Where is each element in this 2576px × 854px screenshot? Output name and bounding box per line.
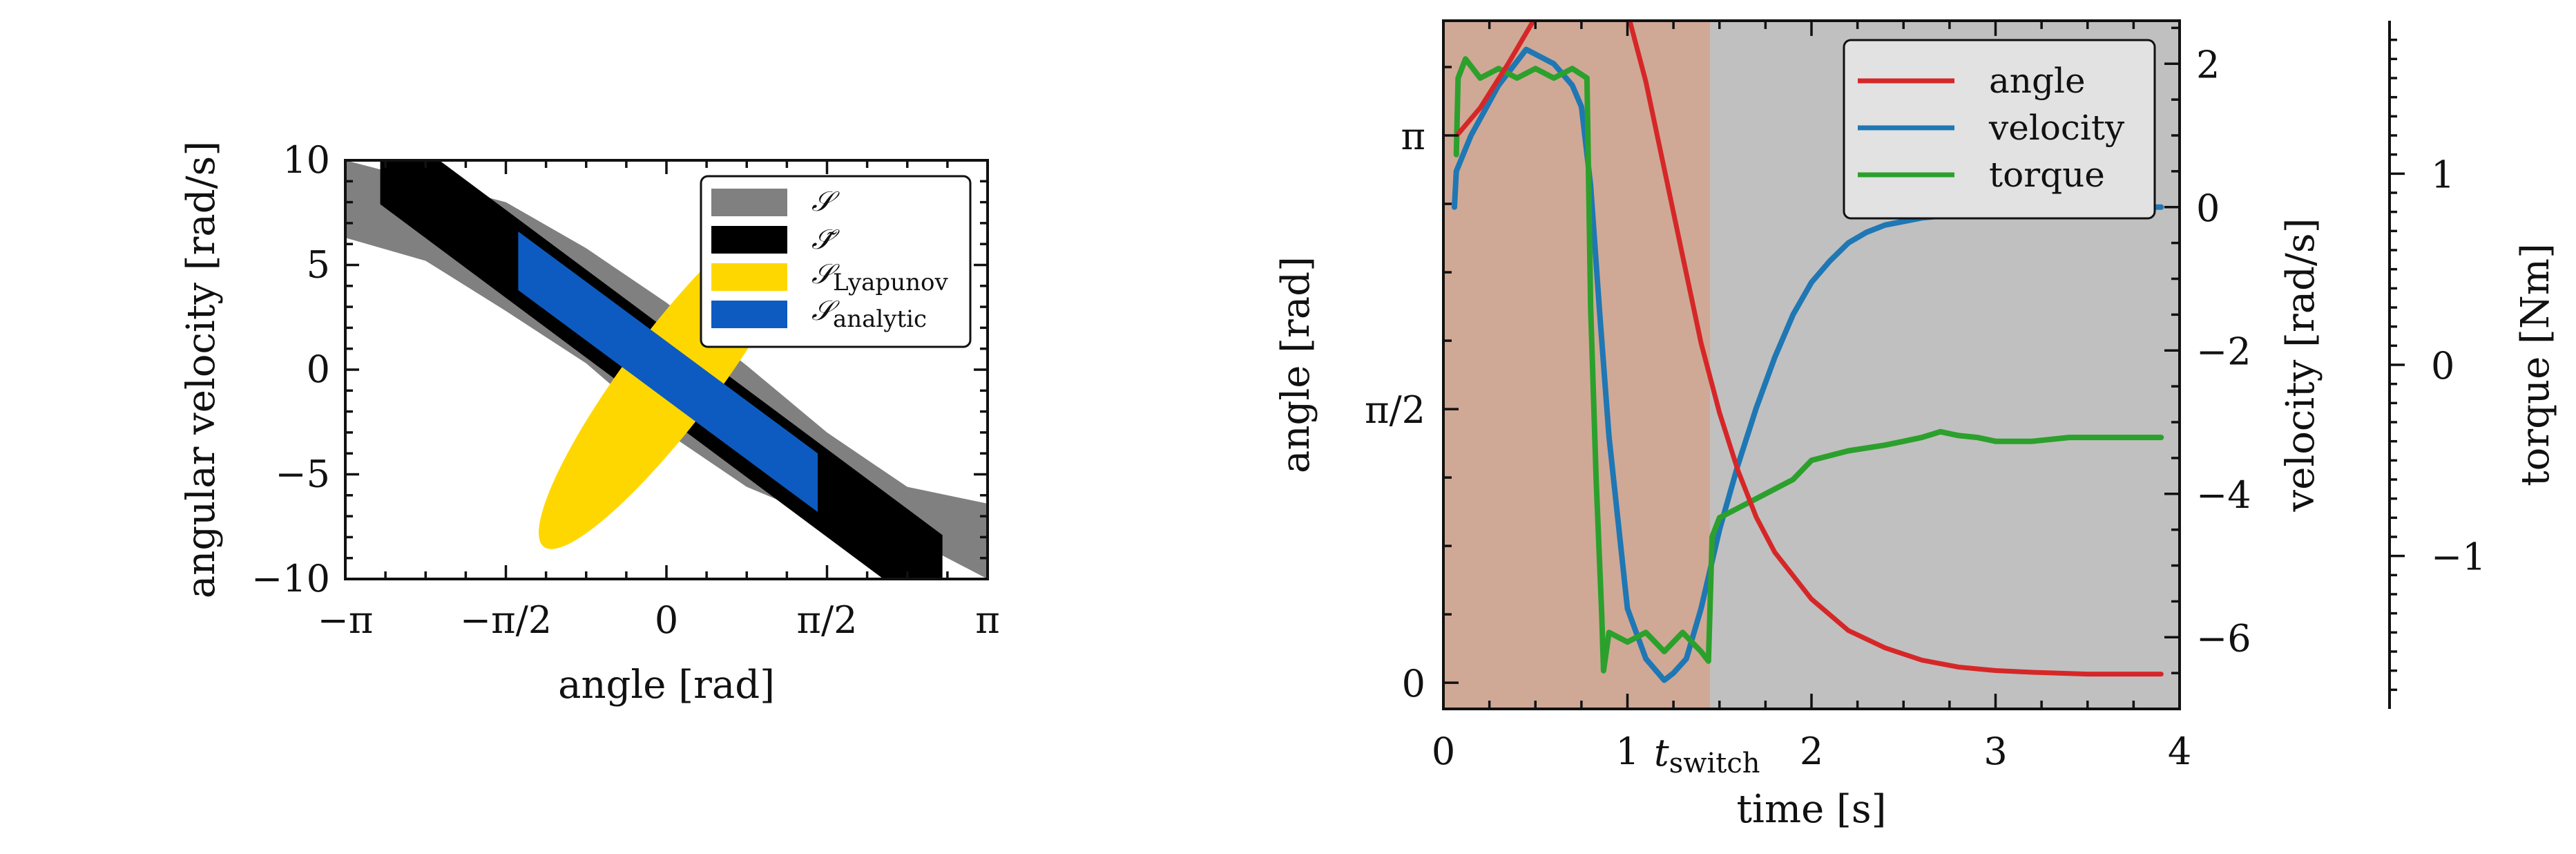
right-y-axis-label-velocity: velocity [rad/s] [2278, 218, 2323, 513]
right-x-tick-label: 1 [1615, 730, 1639, 773]
angle-tick-label: π/2 [1365, 388, 1425, 432]
left-x-axis-label: angle [rad] [558, 663, 775, 708]
left-y-tick-label: −5 [275, 453, 330, 496]
angle-tick-label: 0 [1402, 662, 1425, 705]
right-y-axis-label-torque: torque [Nm] [2513, 243, 2558, 486]
torque-tick-label: −1 [2431, 535, 2486, 579]
left-legend: 𝒮 𝒮̃ 𝒮Lyapunov 𝒮analytic [700, 175, 972, 348]
velocity-tick-label: 0 [2196, 187, 2220, 230]
left-x-tick-label: 0 [655, 598, 678, 642]
right-y-axis-label-angle: angle [rad] [1273, 256, 1318, 473]
right-x-tick-label: 3 [1983, 730, 2007, 773]
velocity-tick-label: −2 [2196, 330, 2251, 373]
time-series-plot: 0 1 2 3 40π/2π−6−4−202−101 tswitch time [s] … [1273, 19, 2558, 832]
left-x-tick-label: −π [318, 598, 374, 642]
legend-swatch-S-lyapunov [711, 263, 787, 291]
left-y-tick-label: −10 [251, 557, 330, 600]
velocity-tick-label: 2 [2196, 43, 2220, 86]
left-y-tick-label: 0 [307, 348, 330, 391]
x-tick-label-tswitch: tswitch [1654, 731, 1760, 779]
left-x-tick-label: π/2 [796, 598, 857, 642]
legend-swatch-S-tilde [711, 226, 787, 254]
legend-swatch-S [711, 189, 787, 216]
right-x-axis-label: time [s] [1737, 787, 1887, 832]
right-x-tick-label: 2 [1800, 730, 1823, 773]
left-y-tick-label: 5 [307, 243, 330, 287]
region-before-switch [1443, 21, 1711, 709]
series-line-torque [1453, 56, 2164, 674]
right-x-tick-label: 4 [2168, 730, 2191, 773]
right-legend: angle velocity torque [1843, 39, 2156, 220]
torque-tick-label: 1 [2431, 153, 2454, 196]
torque-tick-label: 0 [2431, 344, 2454, 388]
left-x-tick-label: π [975, 598, 1000, 642]
left-x-tick-label: −π/2 [460, 598, 552, 642]
region-S-analytic [518, 231, 818, 513]
legend-swatch-S-analytic [711, 301, 787, 328]
series-line-angle [1455, 21, 2164, 677]
legend-label-S-lyapunov: 𝒮Lyapunov [811, 258, 948, 296]
legend-label-angle: angle [1989, 61, 2086, 101]
phase-plot: −π −π/2 0 π/2 π −10 −5 0 5 10 angle [rad] angular… [179, 138, 1000, 708]
velocity-tick-label: −4 [2196, 473, 2251, 517]
left-y-axis-label: angular velocity [rad/s] [179, 141, 224, 598]
legend-label-velocity: velocity [1988, 108, 2125, 148]
angle-tick-label: π [1401, 115, 1426, 158]
velocity-tick-label: −6 [2196, 616, 2251, 660]
legend-label-S-analytic: 𝒮analytic [811, 295, 927, 333]
right-x-tick-label: 0 [1432, 730, 1455, 773]
legend-label-torque: torque [1989, 155, 2105, 195]
left-y-tick-label: 10 [282, 138, 330, 182]
series-line-velocity [1452, 46, 2164, 683]
